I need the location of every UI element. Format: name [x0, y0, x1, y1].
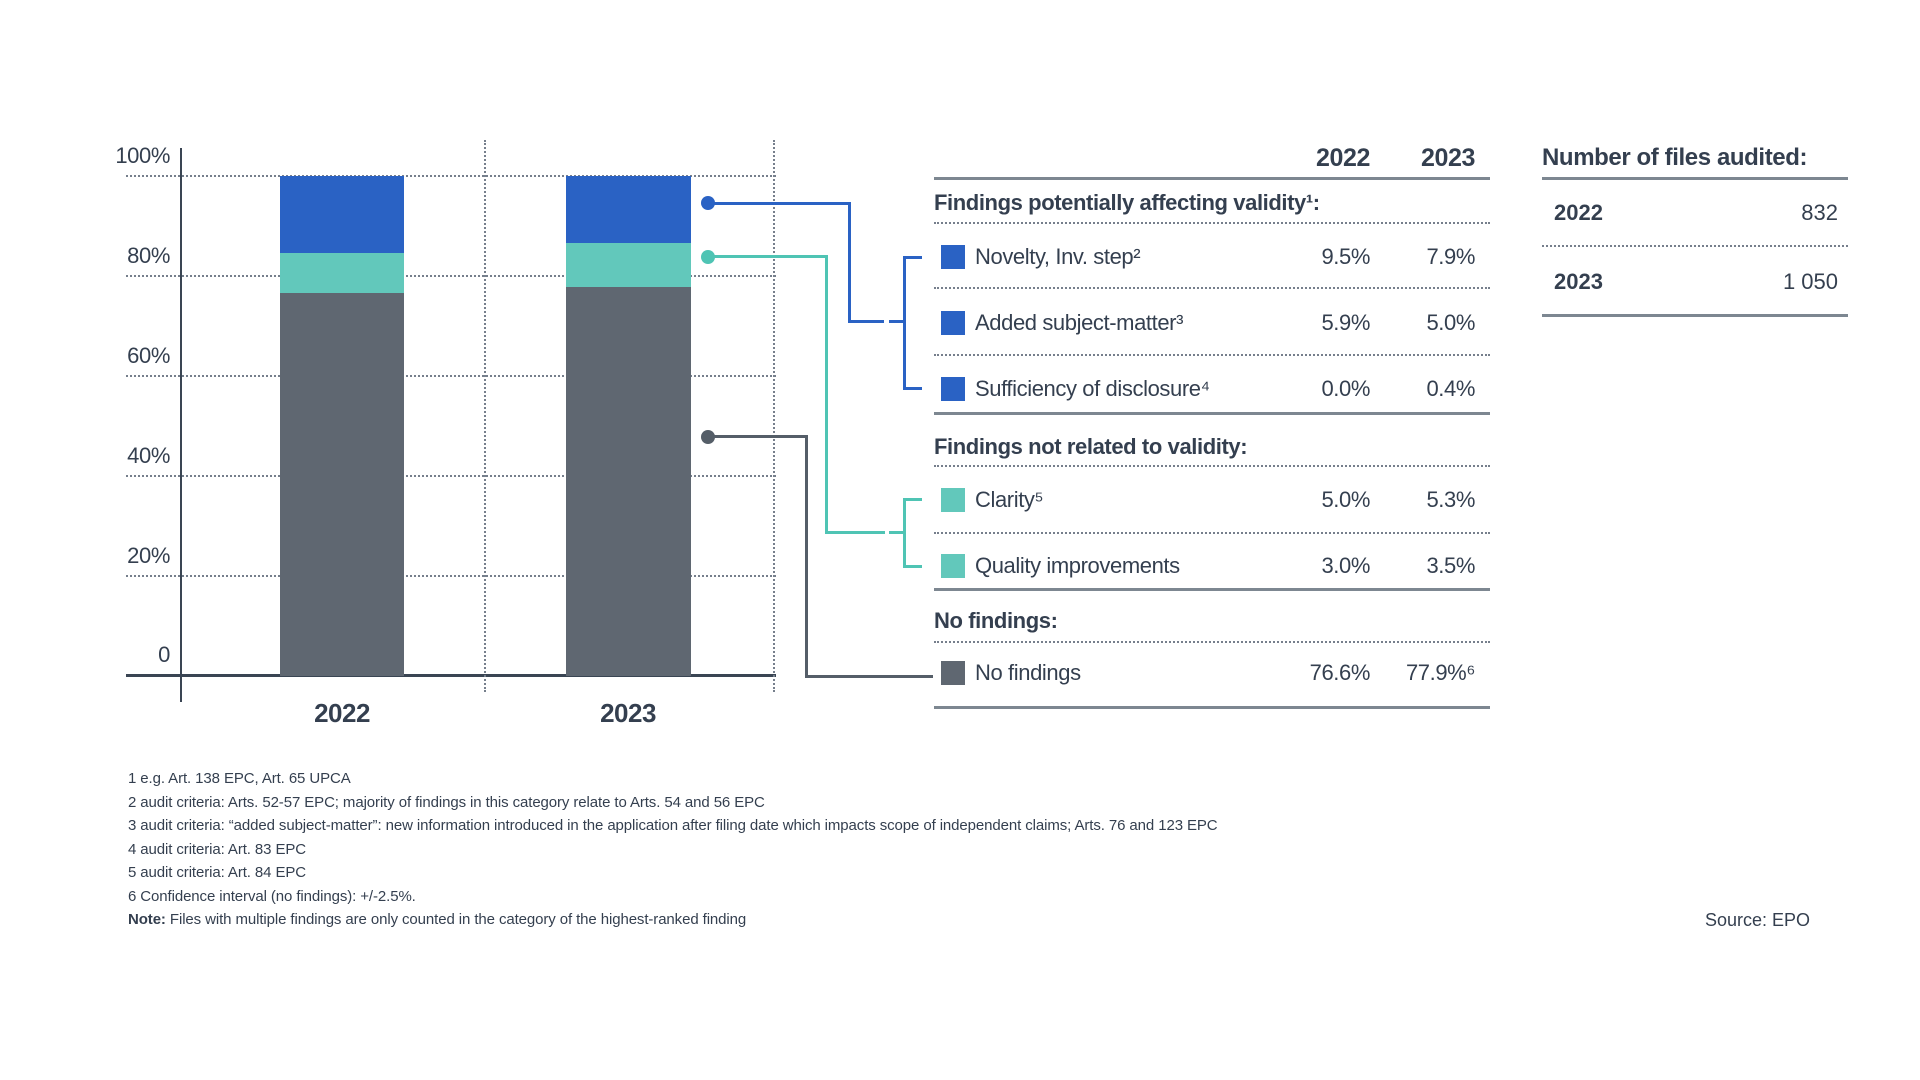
legend-swatch-blue: [941, 311, 965, 335]
col-header-2022: 2022: [1315, 143, 1370, 172]
table-separator: [934, 287, 1490, 289]
blue-bracket-stem: [903, 256, 906, 390]
files-audited-separator: [1542, 245, 1848, 247]
table-separator: [934, 354, 1490, 356]
stacked-bar-2023: [566, 176, 691, 676]
vertical-separator-dotted-1: [484, 140, 486, 692]
files-audited-row-2023: 2023 1 050: [1554, 269, 1838, 294]
footnotes: 1 e.g. Art. 138 EPC, Art. 65 UPCA 2 audi…: [128, 767, 1218, 932]
vertical-separator-dotted-2: [773, 140, 775, 692]
findings-table-year-header: 2022 2023: [934, 143, 1490, 173]
note-label: Note:: [128, 911, 166, 928]
gridline-40: [126, 475, 776, 477]
bar-segment-findings-not-related-to-validity: [280, 253, 404, 293]
blue-connector-h2: [848, 320, 884, 323]
y-tick-80: 80%: [127, 243, 170, 268]
table-row-sufficiency: Sufficiency of disclosure⁴ 0.0% 0.4%: [934, 373, 1490, 405]
y-tick-100: 100%: [115, 143, 170, 168]
table-divider: [934, 412, 1490, 415]
blue-bracket-stub-top: [903, 256, 922, 259]
files-audited-divider-top: [1542, 177, 1848, 180]
gray-connector-v1: [805, 435, 808, 678]
table-separator: [934, 532, 1490, 534]
table-row-novelty: Novelty, Inv. step² 9.5% 7.9%: [934, 241, 1490, 273]
blue-bracket-stub-bottom: [903, 387, 922, 390]
files-audited-row-2022: 2022 832: [1554, 200, 1838, 225]
table-row-no-findings: No findings 76.6% 77.9%⁶: [934, 657, 1490, 689]
y-tick-20: 20%: [127, 543, 170, 568]
y-axis-line: [180, 148, 182, 702]
table-divider: [934, 588, 1490, 591]
section-header-no-findings: No findings:: [934, 608, 1058, 633]
gray-connector-h1: [708, 435, 808, 438]
footnote-6: 6 Confidence interval (no findings): +/-…: [128, 887, 416, 905]
table-separator: [934, 465, 1490, 467]
files-audited-title: Number of files audited:: [1542, 144, 1808, 171]
table-divider-top: [934, 177, 1490, 180]
col-header-2023: 2023: [1420, 143, 1475, 172]
teal-bracket-stub-bottom: [903, 565, 922, 568]
gridline-20: [126, 575, 776, 577]
footnote-5: 5 audit criteria: Art. 84 EPC: [128, 864, 307, 881]
teal-bracket-stem: [903, 498, 906, 568]
footnote-3: 3 audit criteria: “added subject-matter”…: [128, 817, 1218, 834]
gridline-60: [126, 375, 776, 377]
gray-connector-h2: [805, 675, 933, 678]
y-tick-60: 60%: [127, 343, 170, 368]
section-header-non-validity: Findings not related to validity:: [934, 434, 1248, 459]
y-tick-40: 40%: [127, 443, 170, 468]
table-row-clarity: Clarity⁵ 5.0% 5.3%: [934, 484, 1490, 516]
bar-segment-no-findings: [566, 286, 691, 676]
teal-bracket-mid: [889, 531, 905, 534]
gridline-80: [126, 275, 776, 277]
table-row-added-subject-matter: Added subject-matter³ 5.9% 5.0%: [934, 307, 1490, 339]
section-header-validity: Findings potentially affecting validity¹…: [934, 190, 1320, 215]
footnote-note: Note: Files with multiple findings are o…: [128, 908, 1218, 932]
legend-swatch-teal: [941, 488, 965, 512]
footnote-4: 4 audit criteria: Art. 83 EPC: [128, 840, 307, 858]
files-audited-divider-bottom: [1542, 314, 1848, 317]
table-row-quality-improvements: Quality improvements 3.0% 3.5%: [934, 550, 1490, 582]
footnote-2: 2 audit criteria: Arts. 52-57 EPC; major…: [128, 793, 765, 811]
legend-swatch-blue: [941, 245, 965, 269]
gridline-100: [126, 175, 776, 177]
legend-swatch-blue: [941, 377, 965, 401]
teal-connector-h2: [825, 531, 885, 534]
footnote-1: 1 e.g. Art. 138 EPC, Art. 65 UPCA: [128, 770, 351, 787]
bar-segment-no-findings: [280, 293, 404, 676]
bar-segment-findings-not-related-to-validity: [566, 242, 691, 287]
table-divider-bottom: [934, 706, 1490, 709]
teal-connector-h1: [708, 255, 828, 258]
x-axis-line: [126, 674, 776, 677]
table-separator: [934, 222, 1490, 224]
bar-segment-findings-potentially-affecting-validity: [280, 176, 404, 253]
blue-connector-v1: [848, 202, 851, 323]
x-tick-2022: 2022: [314, 698, 370, 728]
y-tick-0: 0: [158, 642, 170, 667]
source-label: Source: EPO: [1704, 910, 1810, 930]
legend-swatch-teal: [941, 554, 965, 578]
legend-swatch-gray: [941, 661, 965, 685]
note-text: Files with multiple findings are only co…: [165, 911, 747, 928]
bar-segment-findings-potentially-affecting-validity: [566, 176, 691, 243]
teal-bracket-stub-top: [903, 498, 922, 501]
x-tick-2023: 2023: [600, 698, 656, 728]
stacked-bar-2022: [280, 176, 404, 676]
blue-connector-h1: [708, 202, 851, 205]
table-separator: [934, 641, 1490, 643]
blue-bracket-mid: [889, 320, 905, 323]
teal-connector-v1: [825, 255, 828, 534]
